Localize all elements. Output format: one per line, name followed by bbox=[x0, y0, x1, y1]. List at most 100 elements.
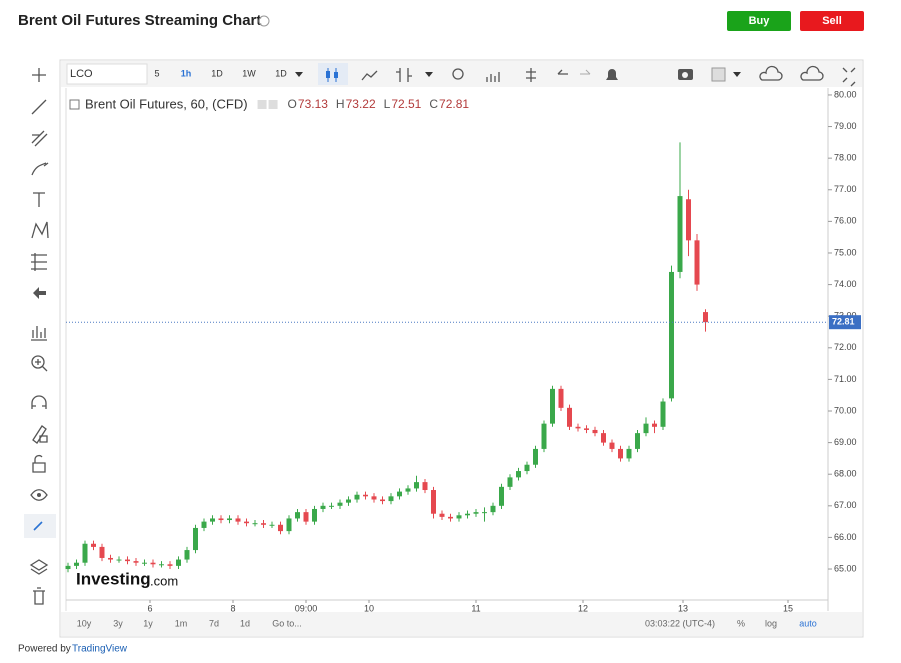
indicators-icon[interactable] bbox=[486, 72, 500, 82]
bars-icon[interactable] bbox=[396, 68, 412, 82]
candle-body bbox=[660, 401, 666, 427]
candle-body bbox=[278, 524, 283, 532]
buy-button[interactable] bbox=[727, 11, 791, 31]
y-tick-label: 77.00 bbox=[834, 184, 857, 194]
candle-body bbox=[431, 490, 436, 514]
candle-body bbox=[244, 521, 249, 524]
ohlc-legend: O 73.13 H 73.22 L 72.51 C 72.81 bbox=[257, 97, 469, 111]
undo-icon[interactable] bbox=[557, 69, 568, 75]
toolbar-label[interactable]: 5 bbox=[154, 68, 159, 78]
lock-draw-tool[interactable] bbox=[32, 425, 48, 444]
y-tick-label: 70.00 bbox=[834, 405, 857, 415]
candle-body bbox=[218, 518, 224, 521]
clock: 03:03:22 (UTC-4) bbox=[645, 618, 715, 628]
scale-button[interactable]: % bbox=[737, 618, 745, 628]
range-button[interactable]: 7d bbox=[209, 618, 219, 628]
footer-link[interactable]: TradingView bbox=[72, 644, 128, 655]
range-button[interactable]: 1d bbox=[240, 618, 250, 628]
link-tool[interactable] bbox=[33, 521, 43, 531]
dropdown[interactable] bbox=[733, 72, 741, 77]
link-tool-bg[interactable] bbox=[24, 514, 56, 538]
toolbar-label[interactable]: 1h bbox=[181, 68, 192, 78]
candle-body bbox=[252, 523, 258, 525]
range-button[interactable]: 3y bbox=[113, 618, 123, 628]
range-button[interactable]: 10y bbox=[77, 618, 92, 628]
eye-tool[interactable] bbox=[30, 489, 48, 501]
brush-tool[interactable] bbox=[31, 162, 49, 176]
toolbar-label[interactable]: LCO bbox=[70, 68, 93, 80]
crosshair-tool[interactable] bbox=[32, 68, 46, 82]
candle-body bbox=[405, 488, 411, 492]
text-tool[interactable] bbox=[33, 192, 45, 207]
range-button[interactable]: Go to... bbox=[272, 618, 302, 628]
cloud-load-icon[interactable] bbox=[759, 65, 783, 81]
cloud-save-icon[interactable] bbox=[800, 65, 824, 81]
collapse-icon[interactable] bbox=[69, 99, 80, 110]
symbol-box[interactable] bbox=[66, 63, 148, 85]
legend-icon[interactable] bbox=[268, 100, 278, 109]
toolbar-label[interactable]: 1W bbox=[242, 68, 256, 78]
ohlc-letter: O bbox=[288, 97, 297, 111]
last-price-tag bbox=[829, 315, 861, 330]
alert-icon[interactable] bbox=[606, 69, 618, 80]
fullscreen-icon[interactable] bbox=[842, 67, 856, 87]
dropdown[interactable] bbox=[425, 72, 433, 77]
candle-body bbox=[269, 524, 275, 526]
candle-body bbox=[337, 502, 343, 506]
y-tick-label: 69.00 bbox=[834, 437, 857, 447]
scale-button[interactable]: log bbox=[765, 618, 777, 628]
watermark: Investing bbox=[76, 569, 151, 588]
legend-icon[interactable] bbox=[257, 100, 267, 109]
candle-body bbox=[261, 523, 266, 525]
pitchfork-tool[interactable] bbox=[31, 130, 48, 147]
toolbar-label[interactable]: 1D bbox=[275, 68, 287, 78]
candle-body bbox=[354, 494, 360, 500]
candle-body bbox=[584, 428, 589, 430]
top-toolbar bbox=[61, 61, 862, 87]
candle-body bbox=[201, 521, 207, 528]
pattern-tool[interactable] bbox=[31, 221, 49, 239]
layers-tool[interactable] bbox=[29, 559, 49, 575]
redo-icon[interactable] bbox=[580, 69, 591, 75]
zoom-tool[interactable] bbox=[31, 355, 45, 369]
candle-body bbox=[346, 499, 351, 503]
x-tick-label: 13 bbox=[678, 603, 688, 613]
candle-body bbox=[422, 482, 428, 491]
y-tick-label: 79.00 bbox=[834, 121, 857, 131]
area-icon[interactable] bbox=[361, 70, 378, 81]
candle-body bbox=[167, 564, 173, 566]
scale-button[interactable]: auto bbox=[799, 618, 817, 628]
ohlc-letter: L bbox=[384, 97, 391, 111]
buy-label: Buy bbox=[749, 15, 771, 27]
candle-body bbox=[592, 429, 598, 434]
measure-tool[interactable] bbox=[31, 326, 47, 341]
line-tool[interactable] bbox=[31, 99, 47, 115]
fib-tool[interactable] bbox=[31, 253, 47, 271]
settings-icon[interactable] bbox=[452, 68, 464, 80]
magnet-tool[interactable] bbox=[31, 395, 47, 409]
unlock-tool[interactable] bbox=[32, 454, 46, 473]
info-icon[interactable] bbox=[258, 15, 270, 27]
range-button[interactable]: 1y bbox=[143, 618, 153, 628]
back-tool[interactable] bbox=[33, 287, 46, 299]
dropdown[interactable] bbox=[295, 72, 303, 77]
sell-button[interactable] bbox=[800, 11, 864, 31]
candle-body bbox=[635, 433, 640, 449]
compare-icon[interactable] bbox=[526, 68, 536, 82]
color-box[interactable] bbox=[711, 67, 726, 82]
toolbar-label[interactable]: 1D bbox=[211, 68, 223, 78]
candle-body bbox=[99, 546, 105, 558]
candle-body bbox=[482, 512, 487, 514]
trash-tool[interactable] bbox=[33, 587, 45, 605]
candle-body bbox=[567, 407, 572, 427]
y-tick-label: 68.00 bbox=[834, 469, 857, 479]
candle-body bbox=[643, 423, 649, 434]
y-tick-label: 80.00 bbox=[834, 89, 857, 99]
candles-button[interactable] bbox=[318, 63, 348, 85]
candle-body bbox=[414, 482, 419, 489]
candle-body bbox=[533, 448, 538, 465]
range-button[interactable]: 1m bbox=[175, 618, 188, 628]
x-tick-label: 15 bbox=[783, 603, 793, 613]
candle-body bbox=[320, 505, 326, 509]
